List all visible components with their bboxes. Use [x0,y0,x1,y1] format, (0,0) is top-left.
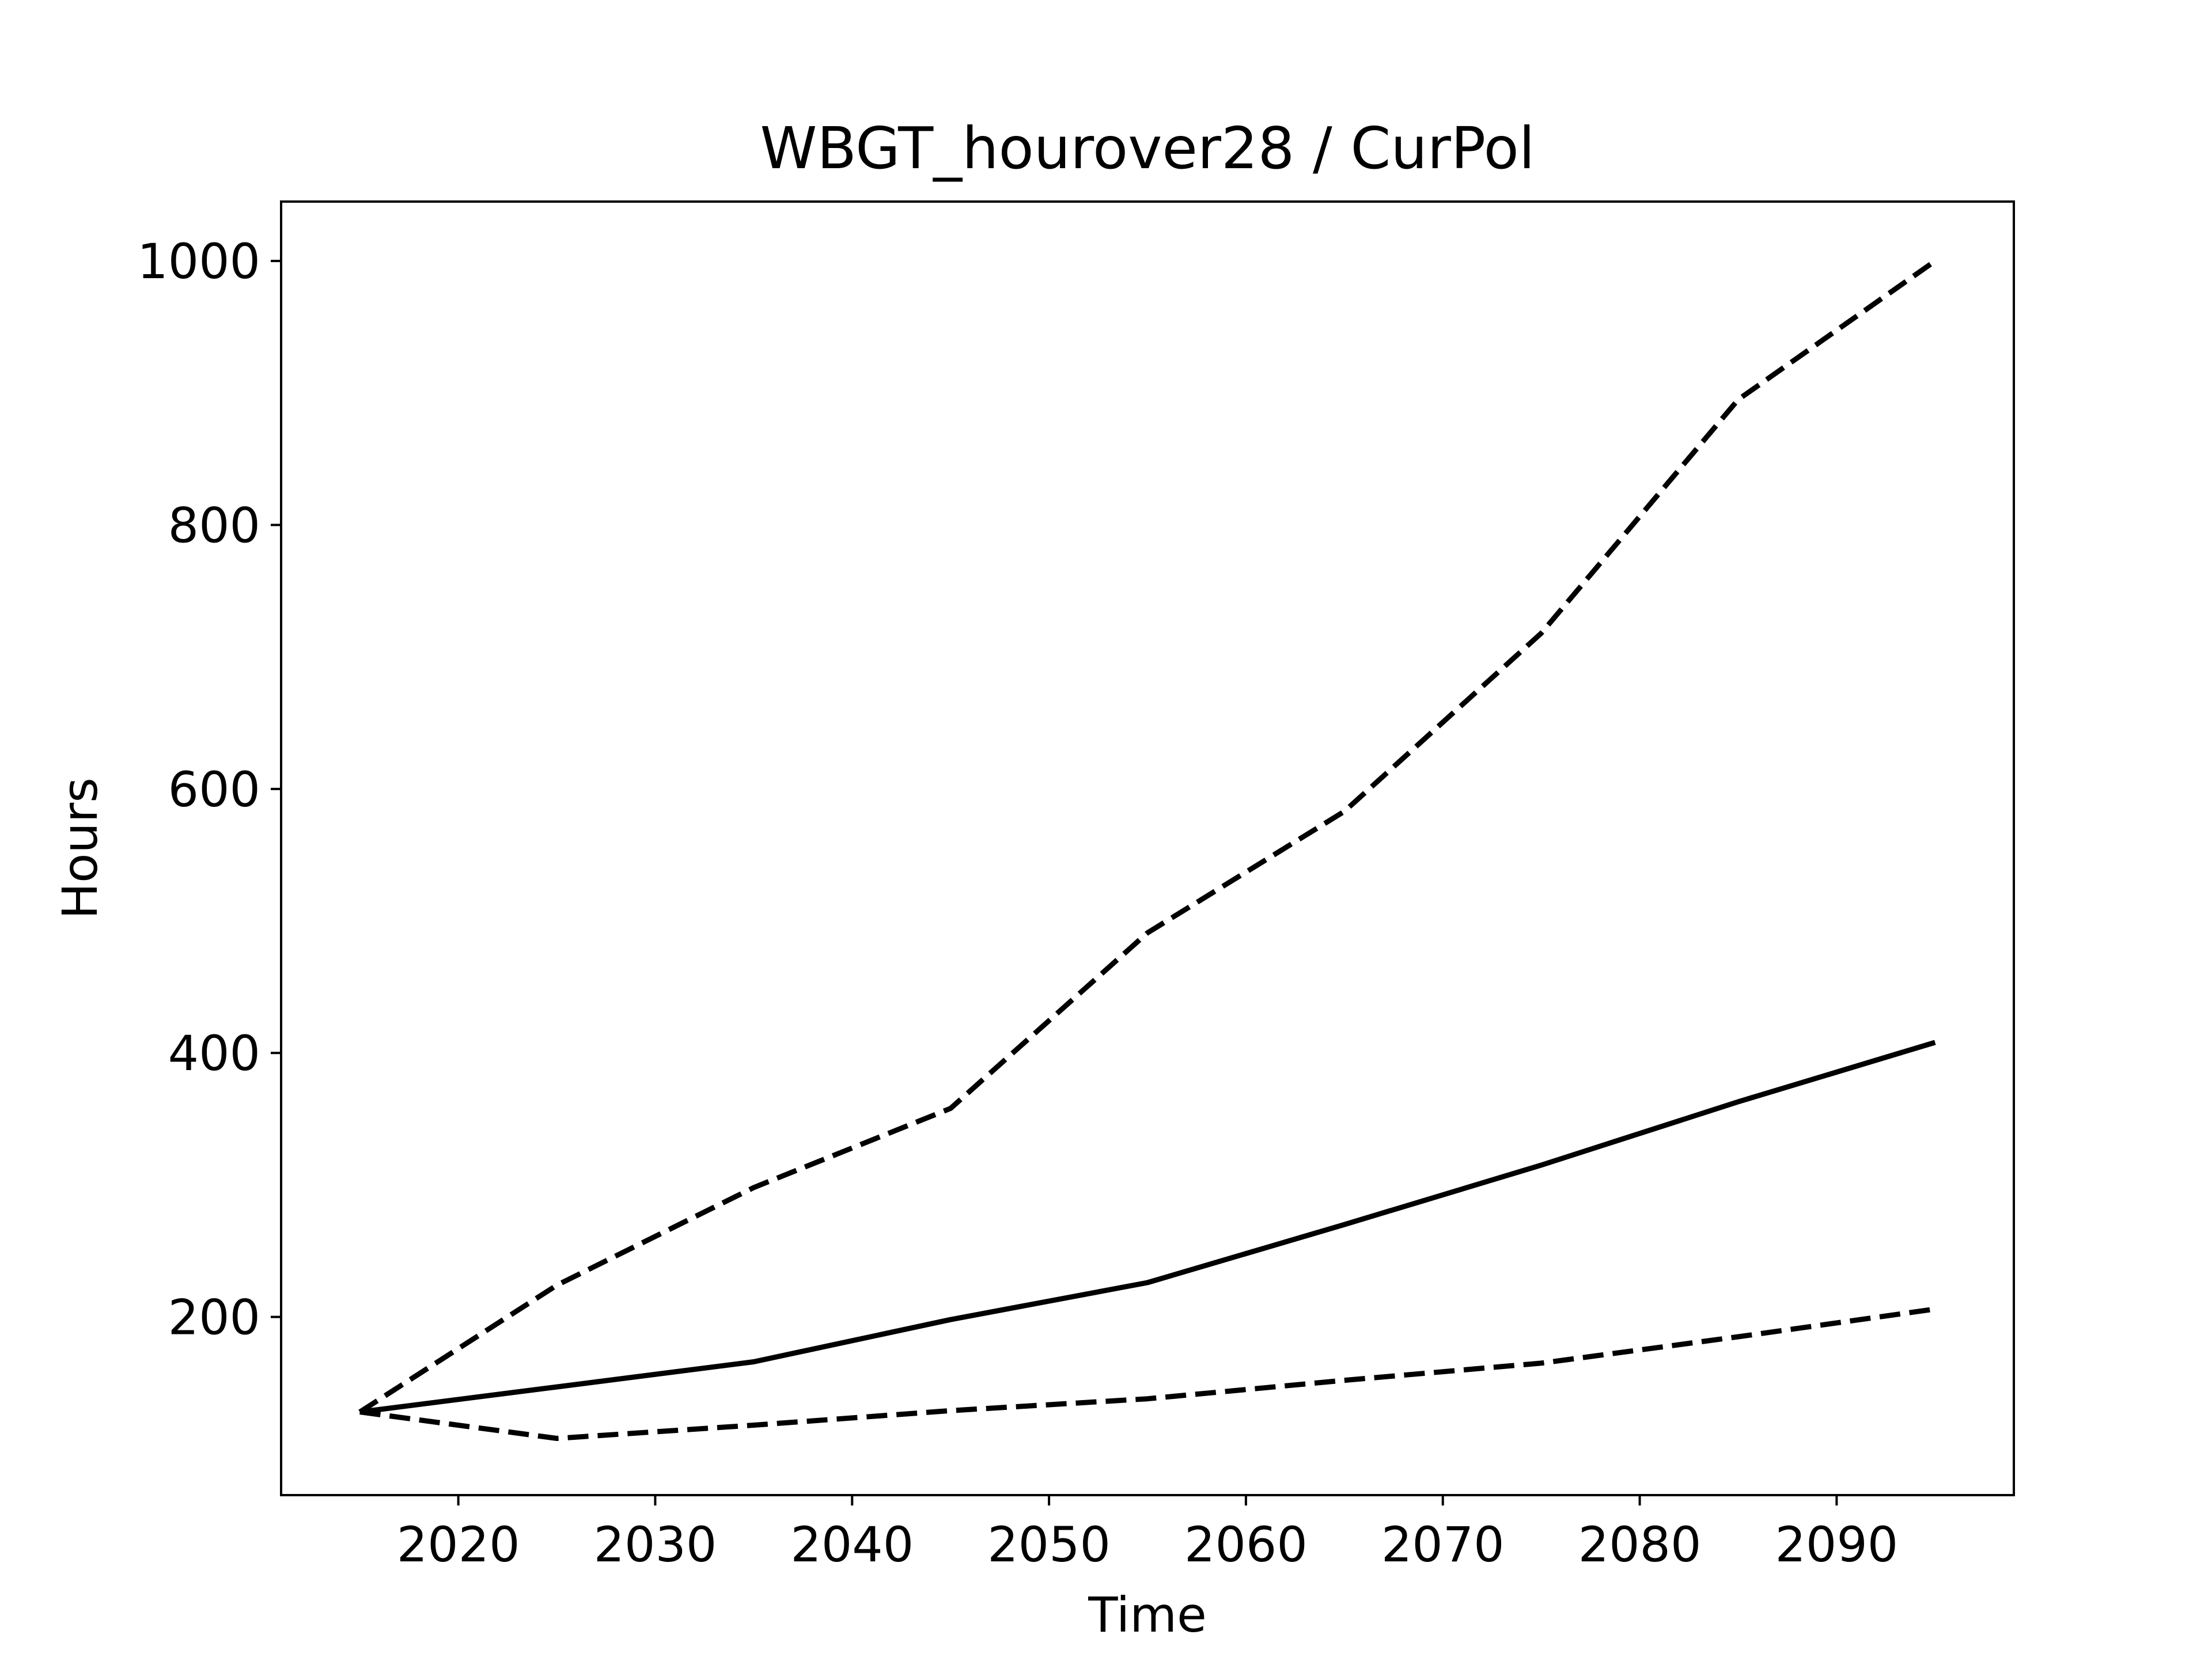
y-tick-label: 400 [168,1025,260,1082]
y-tick-label: 200 [168,1290,260,1346]
x-axis-ticks: 2020 2030 2040 2050 2060 2070 2080 2090 [397,1495,1898,1573]
x-tick-label: 2070 [1381,1516,1505,1573]
plot-frame [280,200,2015,1496]
y-tick-label: 1000 [137,233,260,290]
x-tick-label: 2020 [397,1516,520,1573]
series-line-1-dashed [358,259,1937,1414]
x-axis-label: Time [1088,1587,1207,1643]
x-tick-label: 2090 [1775,1516,1898,1573]
y-tick-label: 600 [168,761,260,818]
series-line-2-solid [359,1040,1936,1415]
chart-title: WBGT_hourover28 / CurPol [760,115,1535,182]
x-tick-label: 2080 [1578,1516,1702,1573]
y-axis-label: Hours [52,778,108,919]
series-line-3-dashed [359,1306,1936,1441]
x-tick-label: 2040 [790,1516,914,1573]
x-tick-label: 2030 [594,1516,717,1573]
series-layer [358,259,1937,1441]
y-tick-label: 800 [168,498,260,554]
y-axis-ticks: 200 400 600 800 1000 [137,233,281,1346]
x-tick-label: 2060 [1184,1516,1308,1573]
x-tick-label: 2050 [987,1516,1111,1573]
